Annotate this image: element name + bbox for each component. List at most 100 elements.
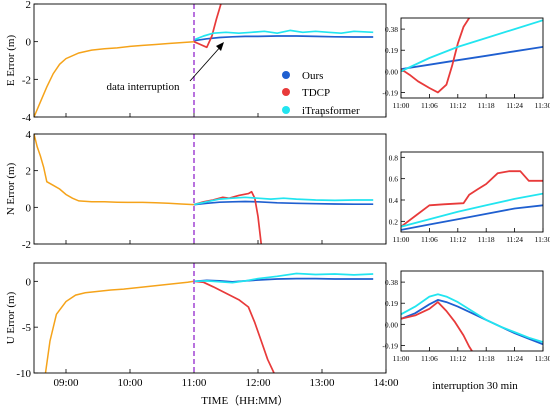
up-inset-xtick-label: 11:06 bbox=[421, 354, 438, 363]
east-panel-ytick-label: 2 bbox=[26, 0, 32, 11]
north-inset-series-group bbox=[401, 170, 543, 231]
east-panel-series-tdcp bbox=[193, 4, 222, 49]
up-panel-series-itransformer bbox=[193, 272, 374, 284]
north-panel-ytick-label: 2 bbox=[26, 166, 32, 178]
up-inset-ytick-label: 0.00 bbox=[385, 320, 398, 329]
legend-marker-itransformer bbox=[282, 106, 290, 114]
east-inset-series-ours bbox=[401, 46, 543, 70]
up-panel-xtick-label: 12:00 bbox=[245, 377, 271, 389]
east-inset-ytick-label: 0.00 bbox=[385, 67, 398, 76]
up-panel-series-tdcp bbox=[193, 280, 275, 373]
north-inset-frame bbox=[400, 151, 544, 233]
north-inset-series-tdcp bbox=[401, 170, 543, 228]
east-inset-xtick-label: 11:12 bbox=[449, 101, 466, 110]
up-panel-series-group bbox=[44, 272, 374, 373]
up-inset-frame bbox=[400, 270, 544, 352]
up-panel-xtick-label: 13:00 bbox=[309, 377, 335, 389]
up-inset-xtick-label: 11:18 bbox=[478, 354, 495, 363]
up-inset-xtick-label: 11:12 bbox=[449, 354, 466, 363]
east-inset-xtick-label: 11:30 bbox=[535, 101, 550, 110]
north-panel-series-before bbox=[34, 134, 195, 206]
east-inset-ytick-label: 0.38 bbox=[385, 25, 398, 34]
north-inset-ytick-label: 0.8 bbox=[389, 153, 399, 162]
east-inset-xtick-label: 11:24 bbox=[506, 101, 523, 110]
north-panel-ytick-label: 4 bbox=[26, 129, 32, 141]
north-inset-series-ours bbox=[401, 204, 543, 231]
x-axis-label: TIME（HH:MM） bbox=[201, 394, 288, 407]
north-inset-ytick-label: 0.4 bbox=[389, 196, 399, 205]
up-inset-xtick-label: 11:24 bbox=[506, 354, 523, 363]
up-inset-ytick-label: 0.38 bbox=[385, 278, 398, 287]
north-inset-xtick-label: 11:24 bbox=[506, 235, 523, 244]
north-panel-series-ours bbox=[193, 200, 374, 206]
up-inset-ytick-label: 0.19 bbox=[385, 299, 398, 308]
up-panel: 09:00 10:00 11:00 12:00 13:00 14:00 -10 -5 0 U Er… bbox=[5, 262, 399, 389]
annotation-arrow bbox=[189, 44, 223, 82]
east-panel: -4 -2 0 2 E Error (m) bbox=[5, 0, 387, 124]
up-panel-ytick-label: 0 bbox=[26, 276, 32, 288]
north-inset-xtick-label: 11:06 bbox=[421, 235, 438, 244]
up-panel-ytick-label: -5 bbox=[22, 322, 32, 334]
inset-caption: interruption 30 min bbox=[432, 380, 518, 392]
east-panel-ytick-label: 0 bbox=[26, 37, 32, 49]
east-inset-xtick-label: 11:06 bbox=[421, 101, 438, 110]
legend-label-tdcp: TDCP bbox=[302, 87, 330, 99]
annotation-arrowhead bbox=[216, 42, 224, 51]
north-inset: 11:00 11:06 11:12 11:18 11:24 11:30 0.2 0.4 0.6 0… bbox=[389, 151, 550, 244]
east-panel-ylabel: E Error (m) bbox=[5, 35, 17, 87]
north-inset-xtick-label: 11:00 bbox=[393, 235, 410, 244]
north-panel-series-group bbox=[34, 134, 374, 244]
east-inset-xtick-label: 11:00 bbox=[393, 101, 410, 110]
legend-marker-tdcp bbox=[282, 88, 290, 96]
east-inset-frame bbox=[400, 17, 544, 99]
east-inset-ytick-label: 0.19 bbox=[385, 46, 398, 55]
east-inset-series-itransformer bbox=[401, 19, 543, 73]
north-panel-ytick-label: 0 bbox=[26, 202, 32, 214]
legend: Ours TDCP iTransformer bbox=[282, 70, 360, 117]
east-inset-series-group bbox=[401, 18, 543, 94]
up-panel-frame bbox=[33, 262, 387, 374]
north-panel-frame bbox=[33, 133, 387, 245]
legend-marker-ours bbox=[282, 71, 290, 79]
east-panel-series-itransformer bbox=[193, 29, 374, 41]
east-inset-ytick-label: -0.19 bbox=[382, 88, 398, 97]
east-inset-series-tdcp bbox=[401, 18, 470, 94]
legend-label-ours: Ours bbox=[302, 70, 323, 82]
north-panel-series-itransformer bbox=[193, 196, 374, 206]
east-panel-ytick-label: -2 bbox=[22, 74, 31, 86]
east-inset-xtick-label: 11:18 bbox=[478, 101, 495, 110]
east-panel-series-group bbox=[34, 4, 374, 117]
up-panel-xtick-label: 10:00 bbox=[117, 377, 143, 389]
up-inset-series-ours bbox=[401, 298, 543, 346]
north-panel-ytick-label: -2 bbox=[22, 239, 31, 251]
north-inset-ytick-label: 0.2 bbox=[389, 217, 399, 226]
interruption-annotation: data interruption bbox=[106, 81, 180, 93]
up-panel-ylabel: U Error (m) bbox=[5, 291, 17, 344]
up-inset-series-itransformer bbox=[401, 293, 543, 343]
up-inset-series-group bbox=[401, 293, 543, 351]
up-panel-ytick-label: -10 bbox=[16, 368, 31, 380]
north-panel-ylabel: N Error (m) bbox=[5, 162, 17, 215]
north-panel: -2 0 2 4 N Error (m) bbox=[5, 129, 387, 251]
east-panel-series-ours bbox=[193, 35, 374, 42]
east-panel-series-before bbox=[34, 40, 195, 117]
up-inset-xtick-label: 11:00 bbox=[393, 354, 410, 363]
up-inset-ytick-label: -0.19 bbox=[382, 341, 398, 350]
north-inset-xtick-label: 11:30 bbox=[535, 235, 550, 244]
up-inset-xtick-label: 11:30 bbox=[535, 354, 550, 363]
up-panel-xtick-label: 09:00 bbox=[53, 377, 79, 389]
north-inset-xtick-label: 11:18 bbox=[478, 235, 495, 244]
up-panel-xtick-label: 14:00 bbox=[373, 377, 399, 389]
north-inset-series-itransformer bbox=[401, 192, 543, 228]
east-panel-frame bbox=[33, 3, 387, 118]
up-inset-series-tdcp bbox=[401, 301, 473, 351]
legend-label-itransformer: iTransformer bbox=[302, 105, 360, 117]
north-panel-series-tdcp bbox=[193, 190, 263, 244]
north-inset-ytick-label: 0.6 bbox=[389, 175, 399, 184]
up-panel-series-before bbox=[44, 280, 195, 373]
up-panel-xtick-label: 11:00 bbox=[182, 377, 207, 389]
east-inset: 11:00 11:06 11:12 11:18 11:24 11:30 -0.19 0.00 0… bbox=[382, 17, 550, 110]
east-panel-ytick-label: -4 bbox=[22, 112, 32, 124]
up-inset: 11:00 11:06 11:12 11:18 11:24 11:30 -0.19 0.00 0… bbox=[382, 270, 550, 363]
